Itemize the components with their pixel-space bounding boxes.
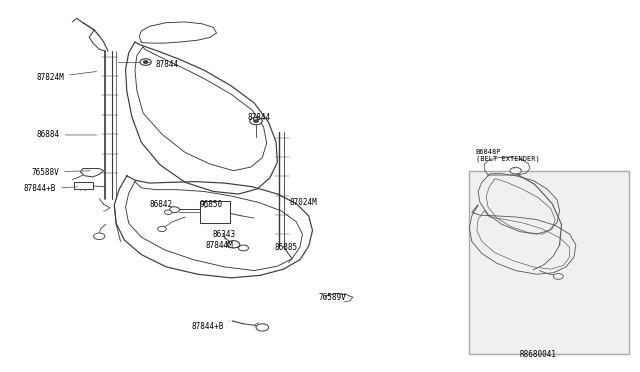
Text: 86842: 86842 — [149, 201, 179, 209]
Text: 87844M: 87844M — [206, 241, 234, 250]
Text: 87844+B: 87844+B — [24, 185, 77, 193]
Text: 86884: 86884 — [36, 131, 97, 140]
Text: 87824M: 87824M — [36, 71, 97, 82]
Text: 86885: 86885 — [275, 244, 298, 253]
Text: 87844: 87844 — [148, 60, 179, 69]
Text: 76589V: 76589V — [319, 293, 346, 302]
Circle shape — [227, 241, 240, 248]
Circle shape — [140, 59, 151, 65]
Circle shape — [554, 273, 563, 279]
Text: B6848P
(BELT EXTENDER): B6848P (BELT EXTENDER) — [476, 149, 540, 168]
Circle shape — [253, 120, 259, 122]
Circle shape — [157, 227, 166, 231]
Text: 86343: 86343 — [212, 230, 236, 239]
Bar — [74, 182, 93, 189]
Text: 76588V: 76588V — [31, 168, 90, 177]
Circle shape — [256, 324, 269, 331]
Circle shape — [250, 118, 262, 125]
Text: 87024M: 87024M — [284, 198, 317, 207]
Circle shape — [164, 210, 172, 214]
Bar — [200, 201, 230, 223]
Bar — [468, 171, 628, 354]
Text: 96850: 96850 — [200, 201, 223, 209]
Text: R8680041: R8680041 — [520, 350, 556, 359]
Circle shape — [510, 167, 522, 174]
Circle shape — [170, 207, 179, 213]
Circle shape — [239, 245, 248, 251]
Circle shape — [143, 61, 148, 64]
Circle shape — [93, 233, 105, 240]
Text: 87844: 87844 — [248, 113, 271, 122]
Text: 87844+B: 87844+B — [191, 321, 230, 331]
